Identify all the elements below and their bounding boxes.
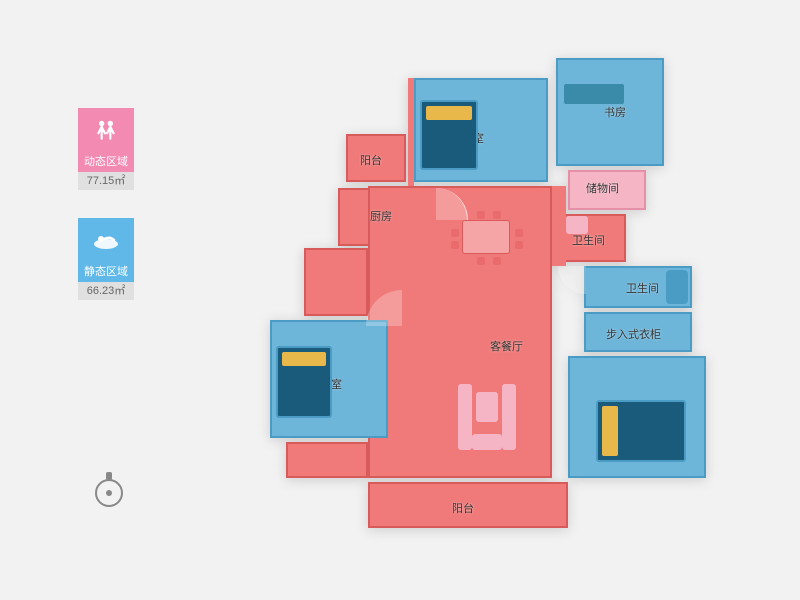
- room-corridor_r: [552, 186, 566, 266]
- room-hall_top: [408, 78, 414, 186]
- dining-chair: [515, 229, 523, 237]
- bed-bottom-right: [596, 400, 686, 462]
- coffee-table: [476, 392, 498, 422]
- room-label-study: 书房: [604, 104, 626, 120]
- legend-panel: 动态区域 77.15㎡ 静态区域 66.23㎡: [78, 108, 138, 328]
- legend-dynamic-value: 77.15㎡: [78, 172, 134, 190]
- dining-chair: [493, 211, 501, 219]
- room-label-balcony_top: 阳台: [360, 152, 382, 168]
- room-label-kitchen: 厨房: [370, 208, 392, 224]
- dining-chair: [451, 241, 459, 249]
- room-stair_l: [286, 442, 368, 478]
- dining-chair: [451, 229, 459, 237]
- dining-chair: [477, 211, 485, 219]
- room-label-balcony_bot: 阳台: [452, 500, 474, 516]
- bed-top-pillow: [426, 106, 472, 120]
- legend-static-label: 静态区域: [78, 262, 134, 282]
- bed-bottom-left-pillow: [282, 352, 326, 366]
- sofa-left: [458, 384, 472, 450]
- bed-bottom-left: [276, 346, 332, 418]
- legend-static: 静态区域 66.23㎡: [78, 218, 134, 300]
- dining-chair: [493, 257, 501, 265]
- dining-chair: [477, 257, 485, 265]
- dining-chair: [515, 241, 523, 249]
- legend-static-value: 66.23㎡: [78, 282, 134, 300]
- room-label-storage: 储物间: [586, 180, 619, 196]
- room-entry_left: [304, 248, 368, 316]
- bathtub: [666, 270, 688, 304]
- sofa-bottom: [472, 434, 502, 450]
- study-desk: [564, 84, 624, 104]
- legend-dynamic: 动态区域 77.15㎡: [78, 108, 134, 190]
- compass-icon: [92, 470, 126, 515]
- sofa-area: [458, 384, 516, 450]
- legend-dynamic-label: 动态区域: [78, 152, 134, 172]
- room-label-bath1: 卫生间: [572, 232, 605, 248]
- sink: [566, 216, 588, 234]
- bed-top: [420, 100, 478, 170]
- dynamic-zone-icon: [78, 108, 134, 152]
- room-label-bath2: 卫生间: [626, 280, 659, 296]
- bed-bottom-right-pillow: [602, 406, 618, 456]
- floor-plan: 书房卧室阳台储物间厨房卫生间客餐厅卫生间步入式衣柜卧室卧室阳台: [248, 48, 720, 548]
- door-arc: [558, 266, 586, 294]
- room-label-living: 客餐厅: [490, 338, 523, 354]
- static-zone-icon: [78, 218, 134, 262]
- room-label-closet: 步入式衣柜: [606, 326, 661, 342]
- sofa-right: [502, 384, 516, 450]
- dining-table: [462, 220, 510, 254]
